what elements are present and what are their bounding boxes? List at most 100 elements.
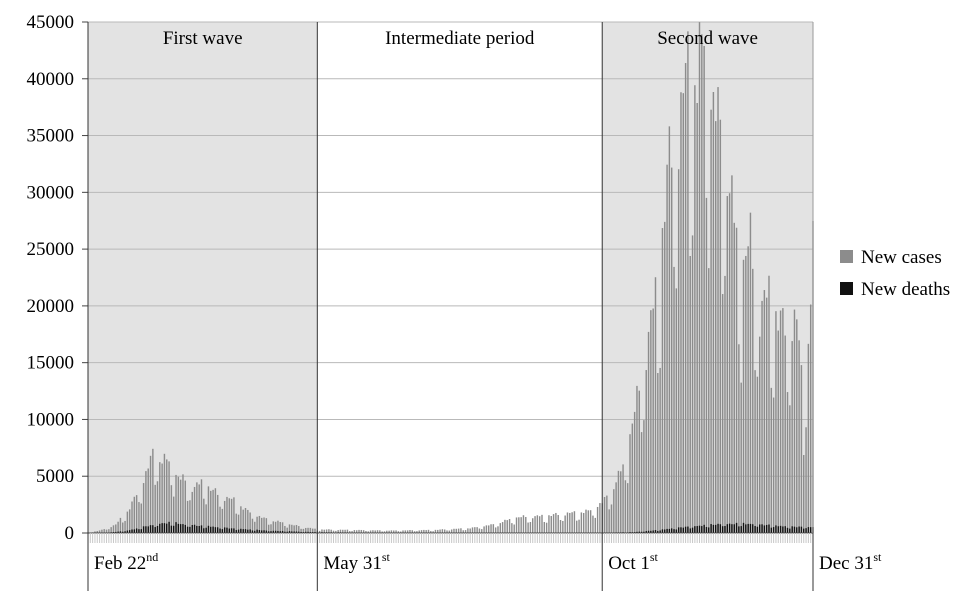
bar-new-deaths-30 [157, 526, 158, 533]
bar-new-cases-244 [652, 309, 653, 533]
bar-new-deaths-52 [208, 526, 209, 533]
bar-new-cases-251 [669, 126, 670, 533]
bar-new-deaths-277 [729, 524, 730, 533]
bar-new-deaths-307 [798, 527, 799, 533]
bar-new-cases-295 [771, 388, 772, 533]
bar-new-deaths-57 [219, 529, 220, 533]
bar-new-cases-56 [217, 495, 218, 533]
bar-new-deaths-310 [805, 528, 806, 533]
bar-new-deaths-302 [787, 528, 788, 533]
bar-new-deaths-306 [796, 527, 797, 533]
date-label-main: May 31 [323, 553, 382, 574]
period-label-0: First wave [163, 28, 243, 49]
bar-new-deaths-298 [778, 526, 779, 533]
date-label-1: May 31st [323, 550, 390, 574]
bar-new-cases-29 [154, 485, 155, 533]
bar-new-cases-30 [157, 481, 158, 533]
bar-new-cases-215 [585, 510, 586, 533]
bar-new-deaths-289 [757, 527, 758, 533]
bar-new-deaths-262 [694, 526, 695, 533]
bar-new-deaths-294 [768, 525, 769, 533]
bar-new-cases-183 [511, 523, 512, 533]
bar-new-deaths-63 [233, 528, 234, 533]
bar-new-deaths-291 [761, 524, 762, 533]
bar-new-deaths-309 [803, 529, 804, 533]
bar-new-cases-219 [595, 518, 596, 533]
bar-new-cases-303 [789, 405, 790, 533]
bar-new-deaths-43 [187, 527, 188, 533]
bar-new-cases-61 [229, 498, 230, 533]
bar-new-cases-31 [159, 462, 160, 533]
bar-new-cases-276 [727, 196, 728, 533]
bar-new-cases-21 [136, 495, 137, 533]
bar-new-cases-11 [113, 525, 114, 533]
bar-new-cases-63 [233, 497, 234, 533]
bar-new-cases-160 [458, 529, 459, 533]
bar-new-cases-178 [500, 523, 501, 533]
bar-new-cases-186 [518, 517, 519, 533]
bar-new-deaths-61 [229, 529, 230, 533]
date-label-suffix: st [650, 550, 659, 564]
bar-new-cases-305 [794, 310, 795, 533]
bar-new-deaths-42 [185, 525, 186, 533]
bar-new-cases-291 [761, 301, 762, 533]
bar-new-deaths-271 [715, 525, 716, 533]
bar-new-cases-266 [703, 46, 704, 533]
bar-new-deaths-49 [201, 525, 202, 533]
bar-new-deaths-258 [685, 527, 686, 533]
bar-new-cases-278 [731, 175, 732, 533]
bar-new-cases-175 [493, 524, 494, 533]
bar-new-cases-166 [472, 527, 473, 533]
legend-label-0: New cases [861, 247, 942, 268]
bar-new-cases-227 [613, 489, 614, 533]
bar-new-cases-176 [495, 527, 496, 533]
bar-new-cases-19 [131, 501, 132, 533]
bar-new-deaths-38 [175, 522, 176, 533]
bar-new-cases-259 [687, 31, 688, 533]
bar-new-deaths-308 [801, 527, 802, 533]
bar-new-cases-165 [469, 528, 470, 533]
bar-new-cases-169 [479, 529, 480, 533]
bar-new-deaths-29 [154, 527, 155, 533]
bar-new-cases-187 [520, 517, 521, 533]
bar-new-cases-285 [747, 246, 748, 533]
period-shade-2 [602, 22, 813, 533]
bar-new-cases-200 [551, 516, 552, 533]
bar-new-cases-14 [120, 518, 121, 533]
bar-new-cases-157 [451, 529, 452, 533]
bar-new-cases-216 [588, 510, 589, 533]
bar-new-cases-252 [671, 168, 672, 533]
bar-new-deaths-27 [150, 525, 151, 533]
bar-new-deaths-70 [249, 529, 250, 533]
bar-new-cases-12 [115, 524, 116, 533]
bar-new-deaths-283 [743, 523, 744, 533]
bar-new-cases-307 [798, 340, 799, 533]
bar-new-cases-279 [734, 223, 735, 533]
bar-new-cases-153 [442, 529, 443, 533]
bar-new-deaths-48 [198, 526, 199, 533]
bar-new-cases-207 [567, 512, 568, 533]
bar-new-cases-170 [481, 529, 482, 533]
bar-new-cases-269 [710, 110, 711, 533]
bar-new-deaths-259 [687, 527, 688, 533]
bar-new-cases-260 [690, 256, 691, 533]
bar-new-cases-217 [590, 510, 591, 533]
bar-new-cases-261 [692, 235, 693, 533]
bar-new-cases-249 [664, 222, 665, 533]
bar-new-cases-310 [805, 427, 806, 533]
date-label-main: Feb 22 [94, 553, 146, 574]
bar-new-cases-225 [608, 509, 609, 533]
bar-new-deaths-69 [247, 530, 248, 533]
bar-new-deaths-276 [727, 524, 728, 533]
bar-new-cases-294 [768, 276, 769, 533]
bar-new-deaths-264 [699, 526, 700, 533]
bar-new-cases-181 [507, 520, 508, 533]
date-label-main: Oct 1 [608, 553, 650, 574]
bar-new-deaths-266 [703, 525, 704, 533]
bar-new-cases-152 [439, 530, 440, 533]
y-tick-label-35000: 35000 [27, 126, 75, 147]
bar-new-cases-235 [632, 424, 633, 533]
bar-new-cases-243 [650, 310, 651, 533]
bar-new-deaths-286 [750, 524, 751, 533]
